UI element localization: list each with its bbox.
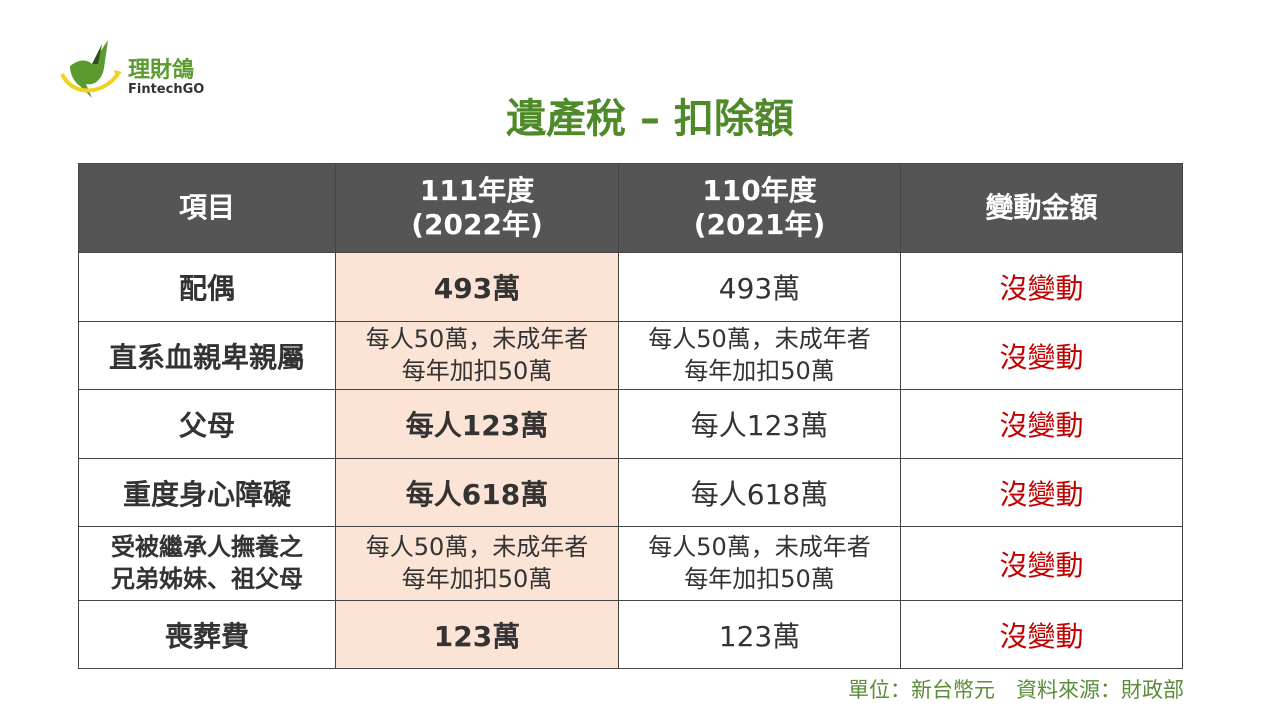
change-cell: 沒變動 [900,321,1183,390]
cell-line: 兄弟姊妹、祖父母 [111,564,303,593]
cell-line: 每人50萬，未成年者 [365,325,589,354]
item-cell: 父母 [78,389,336,459]
value-2021-cell: 每人618萬 [618,458,901,527]
cell-line: 每人50萬，未成年者 [365,533,589,562]
table-row: 受被繼承人撫養之 兄弟姊妹、祖父母 每人50萬，未成年者 每年加扣50萬 每人50萬，未… [78,526,1183,601]
header-change: 變動金額 [900,163,1183,253]
table-row: 喪葬費 123萬 123萬 沒變動 [78,600,1183,669]
item-cell: 受被繼承人撫養之 兄弟姊妹、祖父母 [78,526,336,601]
table-row: 父母 每人123萬 每人123萬 沒變動 [78,389,1183,459]
table-row: 直系血親卑親屬 每人50萬，未成年者 每年加扣50萬 每人50萬，未成年者 每年加扣50… [78,321,1183,390]
value-2022-cell: 每人618萬 [335,458,619,527]
cell-line: 每年加扣50萬 [401,356,553,385]
cell-line: 493萬 [433,272,521,305]
header-2021: 110年度 (2021年) [618,163,901,253]
header-line: 項目 [178,191,235,225]
cell-line: 每年加扣50萬 [684,356,835,385]
value-2021-cell: 493萬 [618,252,901,322]
cell-line: 每人123萬 [405,409,549,442]
cell-line: 493萬 [718,272,801,305]
dove-logo-icon [60,40,122,98]
cell-line: 直系血親卑親屬 [108,340,305,374]
page-title: 遺產稅 – 扣除額 [506,96,794,142]
table-row: 配偶 493萬 493萬 沒變動 [78,252,1183,322]
cell-line: 喪葬費 [164,619,249,653]
header-line: 110年度 [702,174,817,208]
change-cell: 沒變動 [900,600,1183,669]
value-2022-cell: 每人123萬 [335,389,619,459]
cell-line: 每人618萬 [405,477,549,511]
value-2021-cell: 每人50萬，未成年者 每年加扣50萬 [618,526,901,601]
cell-line: 123萬 [433,619,521,653]
cell-line: 每年加扣50萬 [684,564,835,593]
header-2022: 111年度 (2022年) [335,163,619,253]
cell-line: 每人618萬 [690,477,829,511]
header-line: 變動金額 [985,191,1098,225]
item-cell: 配偶 [78,252,336,322]
value-2021-cell: 123萬 [618,600,901,669]
cell-line: 每人50萬，未成年者 [648,325,871,354]
cell-line: 受被繼承人撫養之 [111,533,303,562]
source-note: 單位：新台幣元 資料來源：財政部 [848,678,1184,702]
header-line: 111年度 [419,174,535,208]
logo-name-cn: 理財鴿 [128,58,195,83]
item-cell: 喪葬費 [78,600,336,669]
table-row: 重度身心障礙 每人618萬 每人618萬 沒變動 [78,458,1183,527]
value-2021-cell: 每人50萬，未成年者 每年加扣50萬 [618,321,901,390]
value-2021-cell: 每人123萬 [618,389,901,459]
change-cell: 沒變動 [900,458,1183,527]
logo: 理財鴿 FintechGO [58,38,218,104]
cell-line: 父母 [178,409,235,442]
cell-line: 123萬 [718,619,801,653]
cell-line: 重度身心障礙 [122,477,291,511]
value-2022-cell: 123萬 [335,600,619,669]
header-item: 項目 [78,163,336,253]
change-cell: 沒變動 [900,252,1183,322]
cell-line: 配偶 [178,272,235,305]
value-2022-cell: 493萬 [335,252,619,322]
cell-line: 每人50萬，未成年者 [648,533,871,562]
item-cell: 重度身心障礙 [78,458,336,527]
cell-line: 每年加扣50萬 [401,564,553,593]
change-cell: 沒變動 [900,389,1183,459]
cell-line: 每人123萬 [690,409,829,442]
value-2022-cell: 每人50萬，未成年者 每年加扣50萬 [335,321,619,390]
logo-name-en: FintechGO [128,82,205,97]
header-line: (2022年) [411,208,543,241]
value-2022-cell: 每人50萬，未成年者 每年加扣50萬 [335,526,619,601]
item-cell: 直系血親卑親屬 [78,321,336,390]
deduction-table: 項目 111年度 (2022年) 110年度 (2021年) 變動金額 配偶 493萬 493… [78,163,1183,669]
change-cell: 沒變動 [900,526,1183,601]
header-line: (2021年) [693,208,826,241]
